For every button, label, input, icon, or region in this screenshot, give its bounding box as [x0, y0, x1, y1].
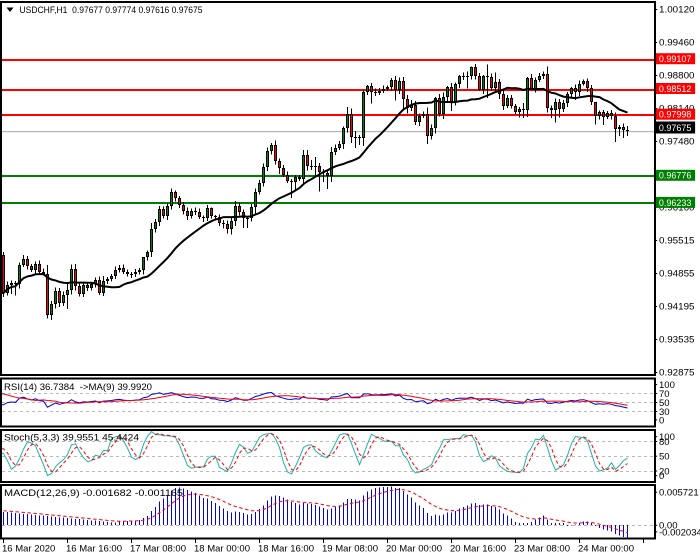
- svg-text:USDCHF,H1 0.97677 0.97774 0.9: USDCHF,H1 0.97677 0.97774 0.97616 0.9767…: [20, 5, 203, 16]
- svg-text:0.00: 0.00: [659, 521, 678, 532]
- svg-text:20 Mar 16:00: 20 Mar 16:00: [450, 544, 506, 555]
- svg-text:0.94195: 0.94195: [659, 301, 695, 312]
- svg-text:16 Mar 16:00: 16 Mar 16:00: [66, 544, 122, 555]
- svg-text:0.99107: 0.99107: [659, 54, 692, 65]
- svg-text:16 Mar 2020: 16 Mar 2020: [2, 544, 55, 555]
- svg-text:100: 100: [659, 432, 675, 443]
- svg-text:0.99460: 0.99460: [659, 37, 695, 48]
- svg-text:24 Mar 00:00: 24 Mar 00:00: [578, 544, 634, 555]
- svg-text:0.98512: 0.98512: [659, 84, 692, 95]
- svg-text:0.96776: 0.96776: [659, 171, 692, 182]
- svg-text:23 Mar 08:00: 23 Mar 08:00: [514, 544, 570, 555]
- svg-text:30: 30: [659, 407, 670, 418]
- svg-text:0.97675: 0.97675: [659, 123, 692, 134]
- svg-text:50: 50: [659, 398, 670, 409]
- svg-text:1.00120: 1.00120: [659, 4, 695, 15]
- svg-text:20: 20: [659, 466, 670, 477]
- svg-text:70: 70: [659, 389, 670, 400]
- svg-text:18 Mar 16:00: 18 Mar 16:00: [258, 544, 314, 555]
- svg-text:80: 80: [659, 437, 670, 448]
- svg-text:17 Mar 08:00: 17 Mar 08:00: [130, 544, 186, 555]
- svg-text:100: 100: [659, 380, 675, 391]
- svg-text:0.005721: 0.005721: [659, 488, 699, 499]
- svg-text:0.97480: 0.97480: [659, 136, 695, 147]
- svg-text:0: 0: [659, 415, 664, 426]
- svg-text:0.95515: 0.95515: [659, 235, 695, 246]
- svg-text:0.93535: 0.93535: [659, 334, 695, 345]
- svg-text:20 Mar 00:00: 20 Mar 00:00: [386, 544, 442, 555]
- svg-text:19 Mar 08:00: 19 Mar 08:00: [322, 544, 378, 555]
- svg-text:0.97998: 0.97998: [659, 110, 692, 121]
- svg-text:0.92875: 0.92875: [659, 367, 695, 378]
- svg-text:50: 50: [659, 452, 670, 463]
- svg-text:0.94855: 0.94855: [659, 268, 695, 279]
- svg-text:MACD(12,26,9) -0.001682 -0.001: MACD(12,26,9) -0.001682 -0.001165: [4, 488, 183, 499]
- svg-text:-0.002034: -0.002034: [659, 527, 700, 538]
- svg-text:0.98800: 0.98800: [659, 70, 695, 81]
- svg-text:Stoch(5,3,3) 39,9551 45,4424: Stoch(5,3,3) 39,9551 45,4424: [4, 433, 139, 444]
- svg-text:RSI(14) 36.7384 ->MA(9) 39.99: RSI(14) 36.7384 ->MA(9) 39.9920: [4, 382, 152, 393]
- svg-text:0.96233: 0.96233: [659, 198, 692, 209]
- svg-text:0: 0: [659, 471, 664, 482]
- svg-text:18 Mar 00:00: 18 Mar 00:00: [194, 544, 250, 555]
